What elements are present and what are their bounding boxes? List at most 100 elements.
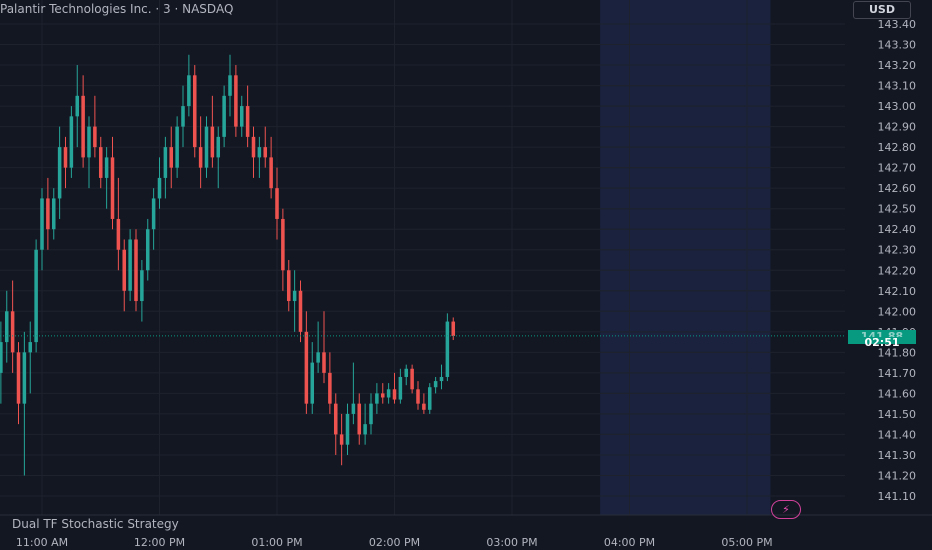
candle[interactable] (98, 136, 103, 189)
candle[interactable] (134, 229, 138, 312)
candle[interactable] (104, 147, 109, 209)
candle[interactable] (4, 290, 9, 363)
candle[interactable] (245, 85, 250, 148)
candle[interactable] (292, 270, 297, 332)
candle[interactable] (333, 393, 338, 455)
time-tick-label: 11:00 AM (16, 536, 68, 549)
candle[interactable] (328, 352, 332, 414)
candle-body (104, 157, 109, 178)
indicator-label[interactable]: Dual TF Stochastic Strategy (12, 517, 179, 531)
time-tick-label: 03:00 PM (486, 536, 537, 549)
candle[interactable] (28, 321, 33, 394)
candle[interactable] (433, 376, 438, 394)
candle[interactable] (175, 116, 179, 178)
currency-button[interactable]: USD (853, 1, 911, 19)
candle[interactable] (216, 126, 221, 189)
candles-layer[interactable] (0, 54, 456, 476)
candle[interactable] (40, 188, 44, 271)
candle[interactable] (286, 260, 291, 312)
candle[interactable] (310, 342, 315, 414)
candle[interactable] (439, 364, 444, 390)
candle[interactable] (404, 364, 409, 386)
candle[interactable] (357, 393, 362, 445)
candle[interactable] (386, 383, 391, 404)
candle[interactable] (416, 381, 420, 410)
candle-body (357, 403, 362, 435)
candle[interactable] (228, 54, 232, 117)
candle[interactable] (145, 218, 150, 281)
candle-body (22, 352, 27, 404)
time-tick-label: 12:00 PM (134, 536, 185, 549)
candle[interactable] (410, 364, 414, 394)
price-axis[interactable] (845, 0, 932, 515)
candle[interactable] (339, 413, 344, 466)
candle-body (69, 116, 74, 168)
candle[interactable] (93, 95, 97, 158)
candle-body (192, 75, 197, 148)
candle[interactable] (263, 126, 268, 168)
candle[interactable] (298, 280, 303, 343)
candle[interactable] (222, 85, 226, 148)
price-tick-label: 141.20 (878, 469, 917, 482)
candle[interactable] (10, 280, 15, 373)
candle[interactable] (122, 239, 127, 312)
candle[interactable] (380, 383, 385, 404)
candle[interactable] (22, 331, 27, 476)
candle[interactable] (110, 136, 115, 230)
candle-body (328, 372, 332, 404)
candle[interactable] (192, 65, 197, 158)
candle[interactable] (427, 383, 432, 414)
candle[interactable] (363, 403, 367, 445)
candle[interactable] (275, 167, 279, 240)
candle[interactable] (257, 136, 262, 178)
candle[interactable] (0, 321, 3, 404)
candle[interactable] (251, 126, 256, 178)
candle[interactable] (322, 311, 326, 384)
candle[interactable] (204, 116, 209, 178)
candle[interactable] (369, 393, 373, 435)
candle[interactable] (234, 65, 238, 137)
candle-body (228, 75, 232, 96)
candle[interactable] (75, 65, 80, 148)
candle[interactable] (304, 311, 309, 414)
candle[interactable] (51, 188, 56, 240)
candle-body (333, 403, 338, 435)
candle[interactable] (445, 313, 450, 382)
candle[interactable] (281, 208, 285, 291)
candle[interactable] (316, 321, 320, 373)
candle-body (51, 198, 56, 230)
candle[interactable] (157, 157, 162, 209)
candle[interactable] (81, 75, 85, 168)
price-tick-label: 142.40 (878, 223, 917, 236)
candle[interactable] (46, 177, 50, 250)
candle[interactable] (128, 229, 132, 302)
candle[interactable] (69, 106, 74, 178)
candle[interactable] (198, 116, 203, 189)
candle[interactable] (169, 126, 174, 189)
candle[interactable] (392, 372, 397, 404)
candle[interactable] (163, 136, 168, 199)
candle[interactable] (57, 126, 62, 219)
candle[interactable] (151, 188, 156, 250)
time-tick-label: 02:00 PM (369, 536, 420, 549)
candle[interactable] (345, 403, 350, 455)
candle[interactable] (34, 239, 38, 353)
candle[interactable] (398, 368, 403, 404)
candle[interactable] (187, 54, 191, 117)
candle-body (234, 75, 238, 127)
candle[interactable] (239, 95, 244, 137)
candle[interactable] (87, 116, 91, 189)
lightning-icon[interactable]: ⚡ (771, 500, 801, 519)
candle[interactable] (63, 136, 68, 189)
candle[interactable] (375, 383, 379, 414)
candle[interactable] (422, 393, 426, 414)
candle[interactable] (116, 177, 121, 271)
candle[interactable] (140, 260, 144, 322)
candle[interactable] (351, 362, 356, 425)
candle[interactable] (269, 136, 273, 199)
candle[interactable] (181, 85, 185, 148)
candle[interactable] (16, 342, 21, 425)
candle[interactable] (210, 95, 215, 168)
candle-body (386, 389, 391, 398)
